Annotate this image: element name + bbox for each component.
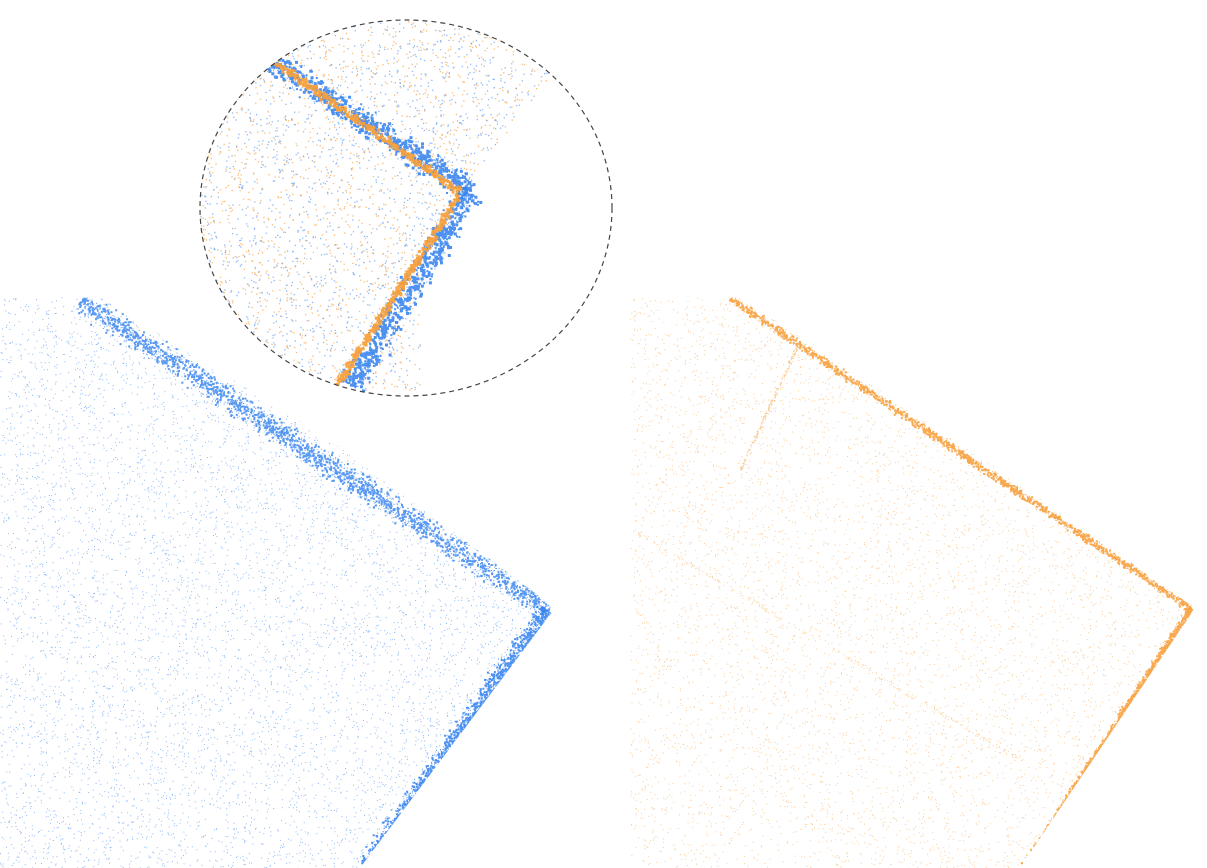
zoom-inset <box>199 19 613 397</box>
right-cloud-seams <box>633 342 1020 759</box>
zoom-inset-outline <box>199 19 613 397</box>
right-cloud-edge <box>729 297 1194 868</box>
zoom-inset-background <box>200 20 612 396</box>
zoom-inset-orange-edge <box>274 59 463 388</box>
zoom-inset-points <box>200 20 587 393</box>
right-cloud-fill <box>630 297 1195 868</box>
right-point-cloud <box>630 297 1195 868</box>
